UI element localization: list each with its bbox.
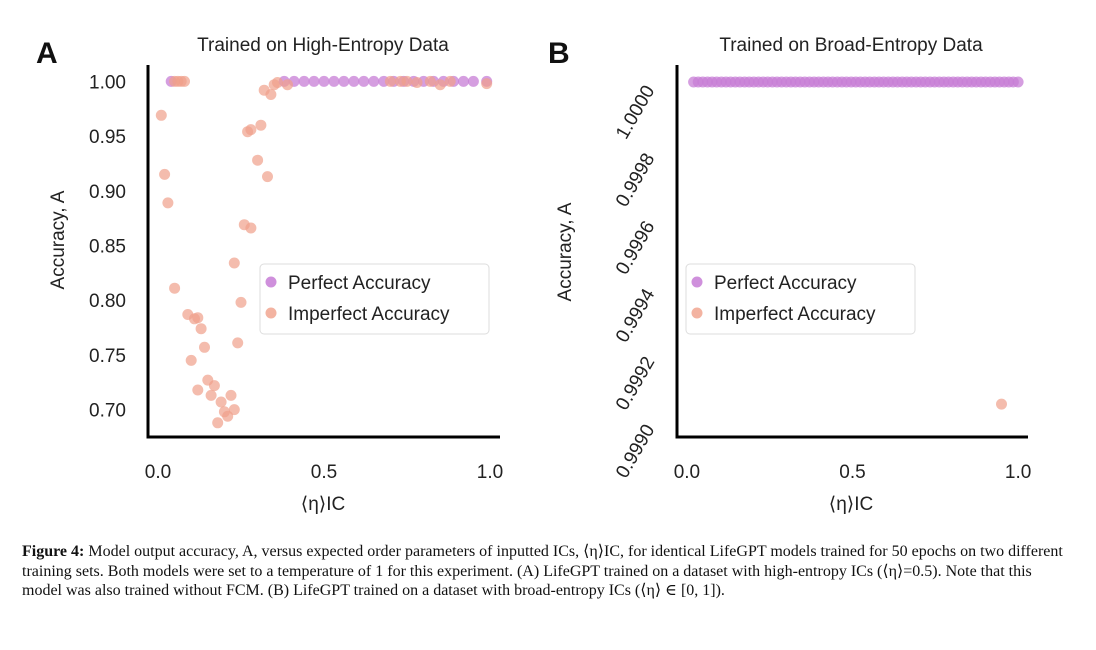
panel-a-imperfect-point <box>162 197 174 209</box>
panel-b-y-tick-label: 0.9992 <box>612 353 659 414</box>
figure-caption-label: Figure 4: <box>22 543 85 560</box>
panel-a-imperfect-point <box>192 384 204 396</box>
panel-a-y-tick-label: 0.70 <box>89 401 126 422</box>
panel-a-imperfect-point <box>159 168 171 180</box>
panel-a-imperfect-point <box>225 389 237 401</box>
panel-a-letter: A <box>36 37 58 70</box>
panel-b-imperfect-point <box>996 398 1007 410</box>
panel-a-imperfect-point <box>252 154 264 166</box>
panel-a-legend-perfect-marker <box>265 276 277 288</box>
panel-a-y-tick-label: 0.85 <box>89 237 126 258</box>
panel-b-legend: Perfect Accuracy Imperfect Accuracy <box>685 263 916 335</box>
panel-a-imperfect-point <box>245 222 257 234</box>
panel-b-legend-box <box>685 263 916 335</box>
panel-a-x-axis-label: ⟨η⟩IC <box>301 494 345 515</box>
panel-a-imperfect-point <box>205 389 217 401</box>
panel-a-legend-imperfect-label: Imperfect Accuracy <box>288 304 450 325</box>
panel-a-y-tick-labels: 1.00 0.95 0.90 0.85 0.80 0.75 0.70 <box>89 72 126 421</box>
panel-b-y-axis-label: Accuracy, A <box>555 202 576 301</box>
panel-a-imperfect-point <box>185 354 197 366</box>
panel-a-y-tick-label: 1.00 <box>89 72 126 93</box>
panel-a-perfect-point <box>328 75 340 87</box>
panel-a-imperfect-point <box>212 417 224 429</box>
panel-a-imperfect-point <box>215 396 227 408</box>
panel-b-y-tick-label: 1.0000 <box>612 82 659 143</box>
panel-a-perfect-point <box>318 75 330 87</box>
panel-a-imperfect-point <box>232 337 244 349</box>
panel-b-x-tick-labels: 0.0 0.5 1.0 <box>674 462 1032 483</box>
panel-a-imperfect-point <box>235 296 247 308</box>
panel-a-legend-imperfect-marker <box>265 307 277 319</box>
panel-a: A Trained on High-Entropy Data 1.00 0.95 0… <box>36 35 503 515</box>
panel-a-imperfect-point <box>384 75 396 87</box>
panel-a-perfect-point <box>338 75 350 87</box>
panel-a-imperfect-point <box>411 77 423 88</box>
panel-a-x-tick-label: 0.0 <box>145 462 171 483</box>
panel-a-perfect-point <box>308 75 320 87</box>
panel-b-y-tick-label: 0.9996 <box>612 218 659 279</box>
panel-a-imperfect-point <box>444 75 456 87</box>
panel-a-imperfect-point <box>208 380 220 392</box>
panel-a-y-axis-label: Accuracy, A <box>48 190 69 289</box>
panel-a-imperfect-point <box>228 404 240 416</box>
panel-a-x-tick-label: 1.0 <box>477 462 503 483</box>
panel-a-imperfect-point <box>199 341 210 353</box>
panel-a-points <box>155 75 493 429</box>
panel-b-y-tick-label: 0.9998 <box>612 150 659 211</box>
panel-b-x-tick-label: 0.0 <box>674 462 700 483</box>
panel-b-y-tick-label: 0.9990 <box>612 421 659 482</box>
panel-a-title: Trained on High-Entropy Data <box>197 35 449 56</box>
panel-b-legend-imperfect-label: Imperfect Accuracy <box>714 304 876 325</box>
panel-b-x-tick-label: 0.5 <box>839 462 865 483</box>
panel-a-imperfect-point <box>272 77 283 88</box>
panel-b-x-axis-label: ⟨η⟩IC <box>829 494 873 515</box>
panel-a-imperfect-point <box>481 78 493 90</box>
panel-b-title: Trained on Broad-Entropy Data <box>719 35 983 56</box>
panel-b-letter: B <box>548 37 570 70</box>
panel-a-imperfect-point <box>401 75 413 87</box>
panel-a-x-tick-labels: 0.0 0.5 1.0 <box>145 462 503 483</box>
panel-b-y-tick-label: 0.9994 <box>612 285 659 346</box>
panel-a-imperfect-point <box>155 109 167 121</box>
panel-a-legend-perfect-label: Perfect Accuracy <box>288 273 431 294</box>
panel-a-y-tick-label: 0.80 <box>89 291 126 312</box>
panel-a-perfect-point <box>458 75 469 87</box>
panel-a-imperfect-point <box>265 89 277 100</box>
panel-a-perfect-point <box>298 75 310 87</box>
panel-a-x-tick-label: 0.5 <box>311 462 337 483</box>
panel-b-legend-perfect-marker <box>691 276 703 288</box>
panel-b-x-tick-label: 1.0 <box>1005 462 1031 483</box>
panel-a-legend: Perfect Accuracy Imperfect Accuracy <box>259 263 490 335</box>
figure-canvas: A Trained on High-Entropy Data 1.00 0.95 0… <box>36 35 1031 515</box>
panel-a-imperfect-point <box>169 282 181 294</box>
panel-b-legend-imperfect-marker <box>691 307 703 319</box>
figure-caption-text: Model output accuracy, A, versus expecte… <box>22 543 1063 599</box>
panel-b-points <box>688 76 1024 410</box>
panel-a-perfect-point <box>348 75 360 87</box>
panel-a-imperfect-point <box>195 323 207 335</box>
panel-a-y-tick-label: 0.75 <box>89 346 126 367</box>
panel-b: B Trained on Broad-Entropy Data 1.0000 0.… <box>548 35 1031 515</box>
figure-caption: Figure 4: Model output accuracy, A, vers… <box>22 542 1072 601</box>
panel-a-y-tick-label: 0.95 <box>89 127 126 148</box>
panel-a-imperfect-point <box>255 119 267 131</box>
panel-b-perfect-point <box>1012 76 1024 88</box>
panel-a-legend-box <box>259 263 490 335</box>
panel-a-imperfect-point <box>192 312 204 324</box>
panel-a-imperfect-point <box>434 79 446 91</box>
panel-a-imperfect-point <box>282 79 293 91</box>
panel-a-imperfect-point <box>424 75 436 87</box>
panel-a-imperfect-point <box>179 75 190 87</box>
panel-a-perfect-point <box>368 75 380 87</box>
panel-a-y-tick-label: 0.90 <box>89 182 126 203</box>
panel-b-legend-perfect-label: Perfect Accuracy <box>714 273 857 294</box>
panel-a-imperfect-point <box>245 124 257 136</box>
panel-a-imperfect-point <box>228 257 240 269</box>
panel-b-y-tick-labels: 1.0000 0.9998 0.9996 0.9994 0.9992 0.9990 <box>612 82 659 482</box>
panel-a-perfect-point <box>358 75 370 87</box>
panel-a-perfect-point <box>467 75 479 87</box>
panel-a-imperfect-point <box>262 171 273 183</box>
